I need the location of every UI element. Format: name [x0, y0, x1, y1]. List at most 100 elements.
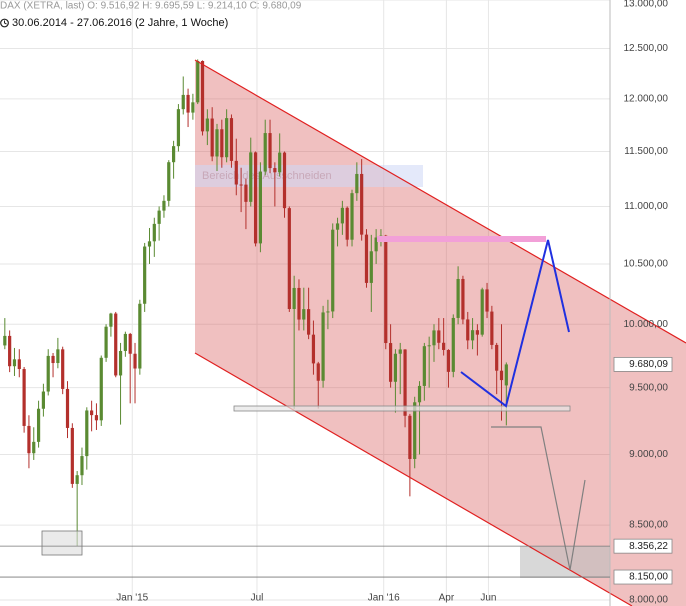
y-tick-label: 11.000,00 [624, 201, 668, 212]
annotation: Bereich des Ausschneiden [202, 170, 332, 182]
candle-body [417, 385, 422, 403]
candle-body [470, 330, 475, 341]
candle-body [104, 326, 108, 358]
price-label-box [613, 538, 673, 554]
candle-body [427, 345, 431, 347]
candle-body [138, 303, 142, 369]
y-tick-label: 13.000,00 [624, 0, 669, 10]
x-tick-label: Apr [439, 593, 455, 604]
candles [3, 59, 508, 547]
candle-body [109, 313, 113, 327]
last-price-label: 9.680,09 [629, 359, 668, 370]
candle-body [147, 241, 152, 247]
candle-body [446, 349, 451, 372]
candle-body [282, 152, 287, 209]
candle-body [210, 118, 214, 157]
candle-body [239, 184, 243, 186]
candle-body [258, 171, 262, 244]
clock-icon [0, 18, 9, 28]
candle-body [504, 364, 508, 386]
x-tick-label: Jun [480, 593, 496, 604]
candle-body [403, 349, 407, 416]
y-tick-label: 9.000,00 [629, 449, 668, 460]
candle-body [8, 335, 12, 367]
candle-body [263, 133, 267, 172]
candle-body [355, 173, 359, 194]
candle-body [388, 343, 393, 382]
target-zone [520, 546, 610, 578]
candle-body [114, 313, 118, 376]
candle-body [398, 349, 402, 354]
support-box [233, 405, 571, 412]
candle-body [461, 278, 465, 320]
y-tick-label: 9.500,00 [629, 382, 668, 393]
candle-body [27, 425, 31, 454]
candle-body [442, 342, 446, 350]
chart-subtitle: 30.06.2014 - 27.06.2016 (2 Jahre, 1 Woch… [12, 17, 228, 29]
candle-body [186, 94, 190, 113]
forecast-path [460, 239, 570, 408]
candle-body [360, 173, 364, 235]
price-label-box [613, 569, 673, 585]
candle-body [499, 370, 504, 381]
candle-body [51, 355, 55, 364]
candle-body [123, 333, 127, 351]
candle-body [307, 309, 311, 335]
candle-body [480, 289, 484, 335]
candle-body [273, 168, 277, 173]
candle-body [369, 251, 373, 283]
candle-body [200, 60, 205, 132]
candle-body [36, 408, 41, 442]
y-tick-label: 12.000,00 [624, 94, 669, 105]
candle-body [475, 330, 479, 335]
price-label: 8.150,00 [629, 572, 668, 583]
candle-body [374, 237, 378, 252]
candle-body [196, 60, 200, 103]
candle-body [253, 152, 258, 244]
candle-body [249, 152, 253, 202]
candle-body [321, 312, 325, 381]
candle-body [495, 344, 499, 371]
candle-body [70, 427, 74, 484]
candle-body [340, 207, 344, 224]
candle-body [220, 129, 224, 158]
candle-body [65, 388, 70, 428]
candle-body [268, 133, 272, 169]
candle-body [157, 210, 161, 224]
candle-body [384, 235, 388, 344]
candle-body [99, 357, 103, 421]
candle-body [244, 184, 248, 202]
candle-body [393, 353, 398, 382]
candle-body [181, 94, 185, 110]
candle-body [61, 349, 65, 389]
candle-body [292, 287, 296, 310]
candle-body [90, 410, 94, 416]
candle-body [12, 359, 17, 367]
candle-body [215, 129, 219, 157]
candle-body [191, 102, 195, 113]
candle-body [41, 391, 45, 409]
y-tick-label: 12.500,00 [624, 43, 669, 54]
candle-body [287, 208, 291, 310]
candle-body [94, 415, 99, 421]
candle-body [466, 319, 470, 341]
candle-body [80, 456, 84, 476]
candle-body [316, 363, 320, 381]
chart-title: DAX (XETRA, last) O: 9.516,92 H: 9.695,5… [0, 1, 302, 12]
channel-upper [194, 59, 686, 344]
candle-body [335, 223, 340, 230]
y-tick-label: 8.500,00 [629, 520, 668, 531]
candle-body [451, 317, 455, 372]
candle-body [118, 350, 123, 376]
clock-hand [4, 20, 7, 25]
candle-body [46, 355, 50, 392]
x-tick-label: Jan '16 [368, 593, 400, 604]
candle-body [22, 369, 26, 426]
candle-body [437, 330, 441, 343]
candle-body [297, 287, 301, 320]
candle-body [331, 229, 335, 312]
candle-body [143, 246, 147, 304]
candle-body [364, 234, 369, 283]
channel-lower [194, 352, 633, 606]
